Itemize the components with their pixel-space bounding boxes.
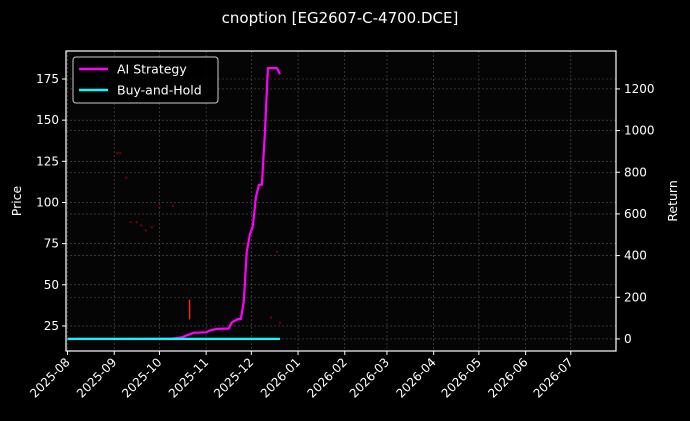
legend-label-buy-and-hold: Buy-and-Hold [117, 83, 202, 98]
legend: AI Strategy Buy-and-Hold [72, 56, 219, 104]
plot-frame [65, 50, 617, 352]
y-axis-right-label: Return [665, 180, 680, 221]
chart-title: cnoption [EG2607-C-4700.DCE] [222, 9, 459, 27]
price-marker-dot [135, 221, 139, 224]
price-marker-dot [158, 206, 161, 209]
y-right-tick-label: 0 [624, 332, 632, 346]
price-marker-dot [125, 176, 128, 179]
y-left-tick-label: 150 [36, 113, 59, 127]
y-right-tick-label: 600 [624, 207, 647, 221]
price-marker-dot [278, 321, 282, 324]
price-marker-dot [129, 221, 132, 224]
price-marker-dot [150, 225, 154, 229]
grid-lines [66, 51, 616, 351]
price-marker-dot [269, 316, 273, 319]
price-marker-dot [144, 229, 148, 232]
data-series [67, 67, 282, 340]
legend-label-ai-strategy: AI Strategy [117, 62, 187, 77]
y-left-tick-label: 175 [36, 72, 59, 86]
y-right-tick-label: 200 [624, 290, 647, 304]
legend-box [72, 56, 219, 104]
price-marker-dot [116, 151, 119, 155]
y-right-tick-label: 800 [624, 165, 647, 179]
y-right-tick-label: 1200 [624, 82, 655, 96]
y-left-tick-label: 75 [44, 237, 59, 251]
price-marker-dot [119, 151, 122, 155]
price-marker-dot [171, 204, 175, 207]
y-left-tick-label: 50 [44, 278, 59, 292]
y-right-tick-label: 1000 [624, 124, 655, 138]
series-line-ai-strategy [67, 67, 281, 340]
y-left-tick-label: 100 [36, 195, 59, 209]
price-marker-dot [242, 242, 246, 245]
y-axis-left-label: Price [9, 185, 24, 216]
y-left-tick-label: 125 [36, 154, 59, 168]
y-axis-left: 25 50 75 100 125 150 175 [36, 72, 66, 333]
y-right-tick-label: 400 [624, 249, 647, 263]
price-marker-dot [275, 250, 279, 254]
y-left-tick-label: 25 [44, 319, 59, 333]
y-axis-right: 0 200 400 600 800 1000 1200 [616, 82, 655, 346]
price-marker-dot [140, 224, 143, 227]
